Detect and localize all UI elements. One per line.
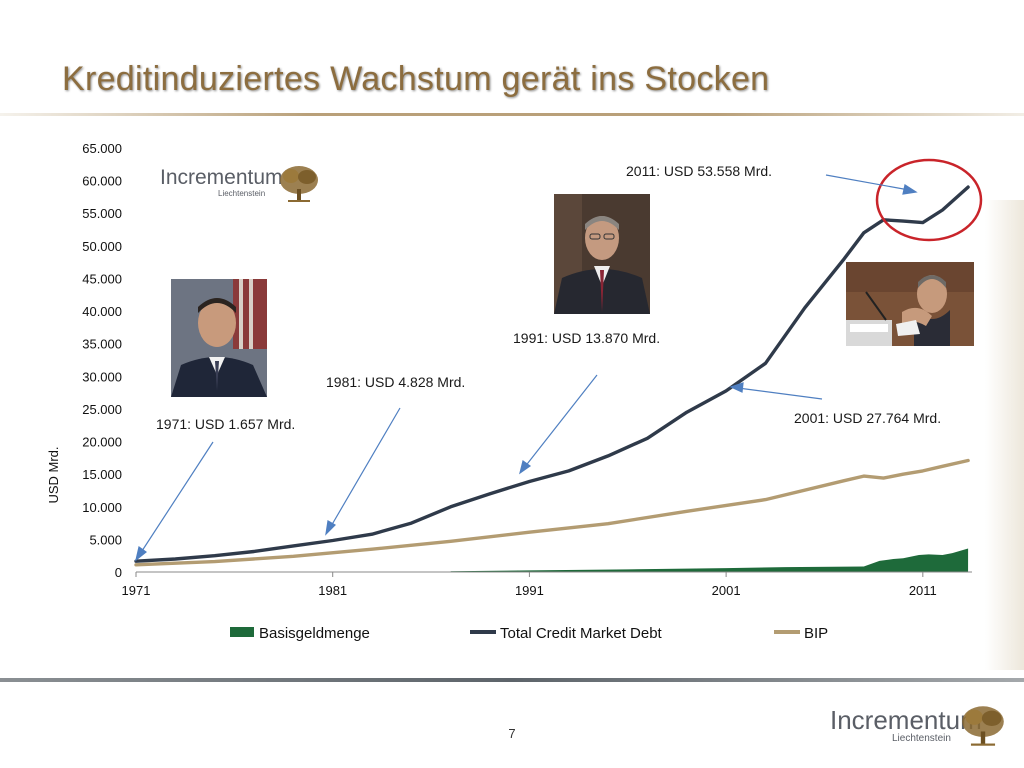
annotation-1971: 1971: USD 1.657 Mrd. — [156, 416, 296, 432]
footer-logo: Incrementum Liechtenstein — [830, 703, 1010, 749]
arrow-1981 — [325, 407, 401, 536]
y-tick-label: 20.000 — [82, 435, 122, 450]
chart-logo: Incrementum Liechtenstein — [160, 163, 320, 205]
x-tick-label: 1991 — [515, 583, 544, 598]
highlight-circle — [875, 158, 983, 242]
page-number: 7 — [508, 726, 516, 741]
portrait-bernanke — [846, 262, 974, 346]
footer-logo-name: Incrementum — [830, 705, 982, 735]
annotation-1981: 1981: USD 4.828 Mrd. — [326, 374, 466, 390]
y-tick-label: 15.000 — [82, 467, 122, 482]
title-divider — [0, 113, 1024, 116]
chart-logo-subtitle: Liechtenstein — [218, 189, 266, 198]
credit-growth-chart: 0 5.000 10.000 15.000 20.000 25.000 30.000 35.0… — [46, 141, 983, 642]
footer-divider — [0, 678, 1024, 682]
y-tick-label: 0 — [115, 565, 122, 580]
footer-logo-subtitle: Liechtenstein — [892, 733, 951, 744]
tree-icon — [280, 166, 318, 202]
chart-legend: Basisgeldmenge Total Credit Market Debt … — [230, 625, 828, 642]
annotation-1991: 1991: USD 13.870 Mrd. — [513, 330, 661, 346]
y-tick-label: 55.000 — [82, 206, 122, 221]
legend-label-bip: BIP — [804, 625, 828, 642]
y-axis-ticks: 0 5.000 10.000 15.000 20.000 25.000 30.000 35.0… — [82, 141, 122, 580]
legend-label-basisgeldmenge: Basisgeldmenge — [259, 625, 370, 642]
arrow-1971 — [135, 441, 214, 562]
y-tick-label: 30.000 — [82, 369, 122, 384]
y-tick-label: 5.000 — [89, 532, 122, 547]
x-axis-ticks: 1971 1981 1991 2001 2011 — [122, 572, 937, 598]
portrait-nixon — [171, 279, 267, 397]
legend-label-debt: Total Credit Market Debt — [500, 625, 663, 642]
slide-title: Kreditinduziertes Wachstum gerät ins Sto… — [62, 60, 770, 98]
annotation-2011: 2011: USD 53.558 Mrd. — [626, 163, 773, 179]
decorative-strip — [985, 200, 1024, 670]
portrait-greenspan — [554, 194, 650, 314]
x-tick-label: 1981 — [318, 583, 347, 598]
arrow-1991 — [519, 374, 598, 475]
legend-swatch-basisgeldmenge — [230, 627, 254, 637]
annotation-2001: 2001: USD 27.764 Mrd. — [794, 410, 942, 426]
y-tick-label: 25.000 — [82, 402, 122, 417]
tree-icon — [962, 706, 1004, 746]
y-tick-label: 10.000 — [82, 500, 122, 515]
y-tick-label: 35.000 — [82, 337, 122, 352]
annotation-arrows — [135, 174, 918, 562]
y-tick-label: 60.000 — [82, 174, 122, 189]
series-line-bip — [134, 458, 970, 567]
y-tick-label: 50.000 — [82, 239, 122, 254]
x-tick-label: 2011 — [909, 583, 937, 598]
y-tick-label: 65.000 — [82, 141, 122, 156]
chart-logo-name: Incrementum — [160, 166, 283, 189]
arrow-2011 — [825, 174, 918, 195]
x-tick-label: 2001 — [712, 583, 741, 598]
arrow-2001 — [729, 382, 823, 400]
series-area-basisgeldmenge — [450, 548, 969, 572]
y-axis-label: USD Mrd. — [46, 446, 61, 503]
y-tick-label: 40.000 — [82, 304, 122, 319]
x-tick-label: 1971 — [122, 583, 151, 598]
y-tick-label: 45.000 — [82, 271, 122, 286]
